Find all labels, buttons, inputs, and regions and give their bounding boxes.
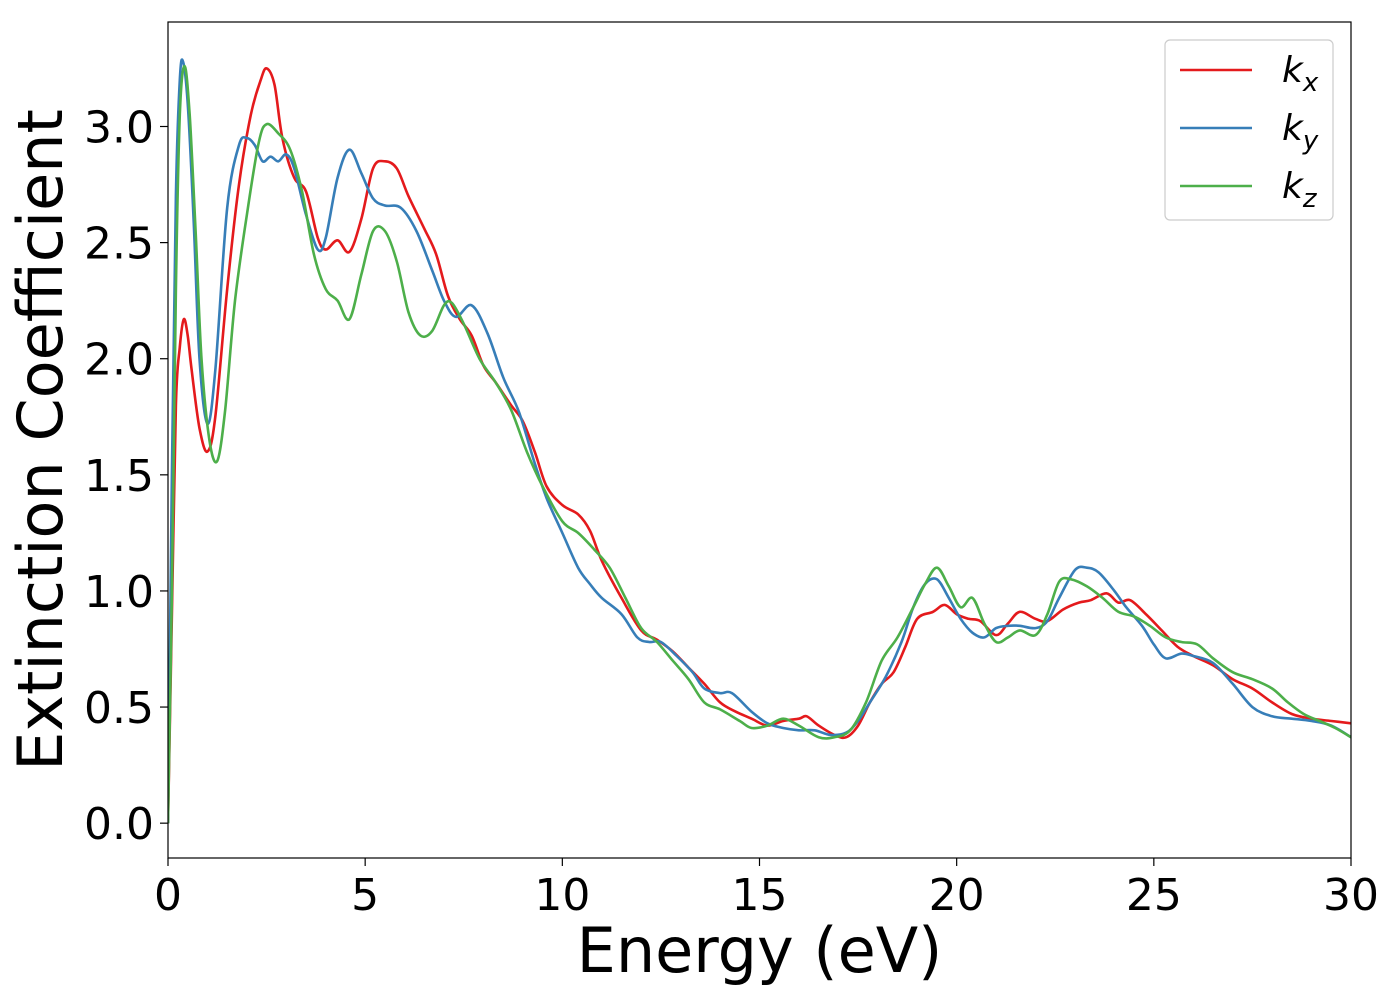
x-tick-label: 30 bbox=[1323, 870, 1379, 921]
y-tick-label: 3.0 bbox=[84, 103, 154, 154]
legend-items: kx ky kz bbox=[1180, 50, 1319, 214]
series-line-y bbox=[168, 58, 1351, 824]
x-axis-label: Energy (eV) bbox=[577, 914, 943, 987]
y-tick-label: 0.0 bbox=[84, 799, 154, 850]
x-tick-label: 15 bbox=[732, 870, 788, 921]
y-tick-label: 0.5 bbox=[84, 683, 154, 734]
x-tick-label: 0 bbox=[154, 870, 182, 921]
y-tick-label: 1.0 bbox=[84, 567, 154, 618]
legend-box bbox=[1164, 39, 1334, 221]
x-tick-label: 5 bbox=[351, 870, 379, 921]
series-layer bbox=[168, 58, 1351, 824]
series-line-z bbox=[168, 64, 1351, 824]
x-axis-ticks: 0 5 10 15 20 25 30 bbox=[154, 858, 1379, 921]
y-tick-label: 2.5 bbox=[84, 219, 154, 270]
x-tick-label: 20 bbox=[929, 870, 985, 921]
y-axis-ticks: 0.0 0.5 1.0 1.5 2.0 2.5 3.0 bbox=[84, 103, 168, 850]
series-line-x bbox=[168, 67, 1351, 824]
y-tick-label: 2.0 bbox=[84, 335, 154, 386]
x-tick-label: 25 bbox=[1126, 870, 1182, 921]
y-axis-label: Extinction Coefficient bbox=[4, 109, 77, 771]
x-tick-label: 10 bbox=[534, 870, 590, 921]
legend-label-x: kx bbox=[1282, 50, 1319, 98]
legend-label-y: ky bbox=[1282, 108, 1319, 156]
legend: kx ky kz bbox=[1164, 39, 1334, 221]
legend-label-z: kz bbox=[1282, 166, 1318, 214]
y-tick-label: 1.5 bbox=[84, 451, 154, 502]
